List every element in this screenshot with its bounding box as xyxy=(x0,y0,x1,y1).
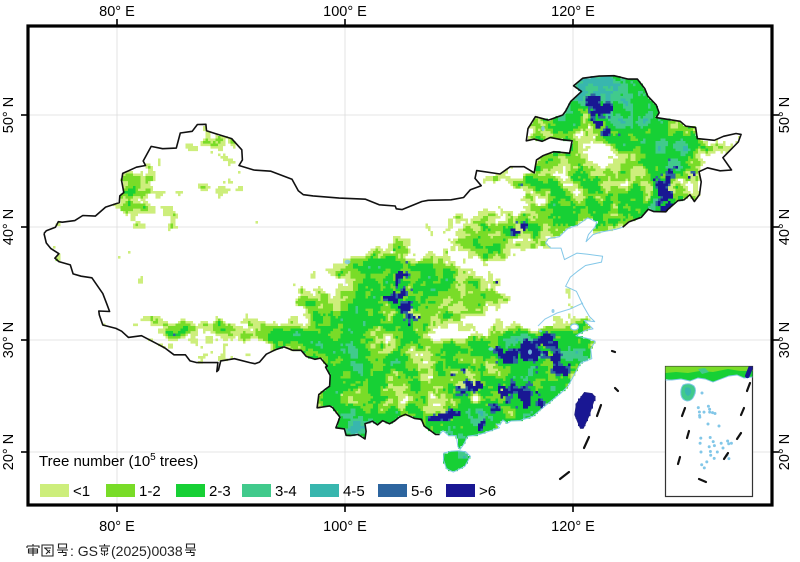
svg-text:<1: <1 xyxy=(73,483,90,500)
svg-text:: GS: : GS xyxy=(70,543,98,559)
svg-text:>6: >6 xyxy=(479,483,496,500)
svg-text:40° N: 40° N xyxy=(1,209,17,245)
svg-text:(2025)0038: (2025)0038 xyxy=(111,543,183,559)
svg-text:2-3: 2-3 xyxy=(209,483,231,500)
svg-text:40° N: 40° N xyxy=(777,209,793,245)
svg-text:50° N: 50° N xyxy=(1,97,17,133)
svg-text:100° E: 100° E xyxy=(323,4,367,20)
svg-text:1-2: 1-2 xyxy=(139,483,161,500)
svg-text:50° N: 50° N xyxy=(777,97,793,133)
svg-text:120° E: 120° E xyxy=(551,4,595,20)
svg-text:5-6: 5-6 xyxy=(411,483,433,500)
svg-text:30° N: 30° N xyxy=(1,322,17,358)
svg-text:30° N: 30° N xyxy=(777,322,793,358)
svg-text:Tree number (105 trees): Tree number (105 trees) xyxy=(39,452,198,470)
svg-text:4-5: 4-5 xyxy=(343,483,365,500)
svg-text:80° E: 80° E xyxy=(99,4,135,20)
svg-text:100° E: 100° E xyxy=(323,519,367,535)
svg-text:3-4: 3-4 xyxy=(275,483,297,500)
svg-text:120° E: 120° E xyxy=(551,519,595,535)
svg-text:20° N: 20° N xyxy=(777,434,793,470)
svg-text:80° E: 80° E xyxy=(99,519,135,535)
svg-text:20° N: 20° N xyxy=(1,434,17,470)
